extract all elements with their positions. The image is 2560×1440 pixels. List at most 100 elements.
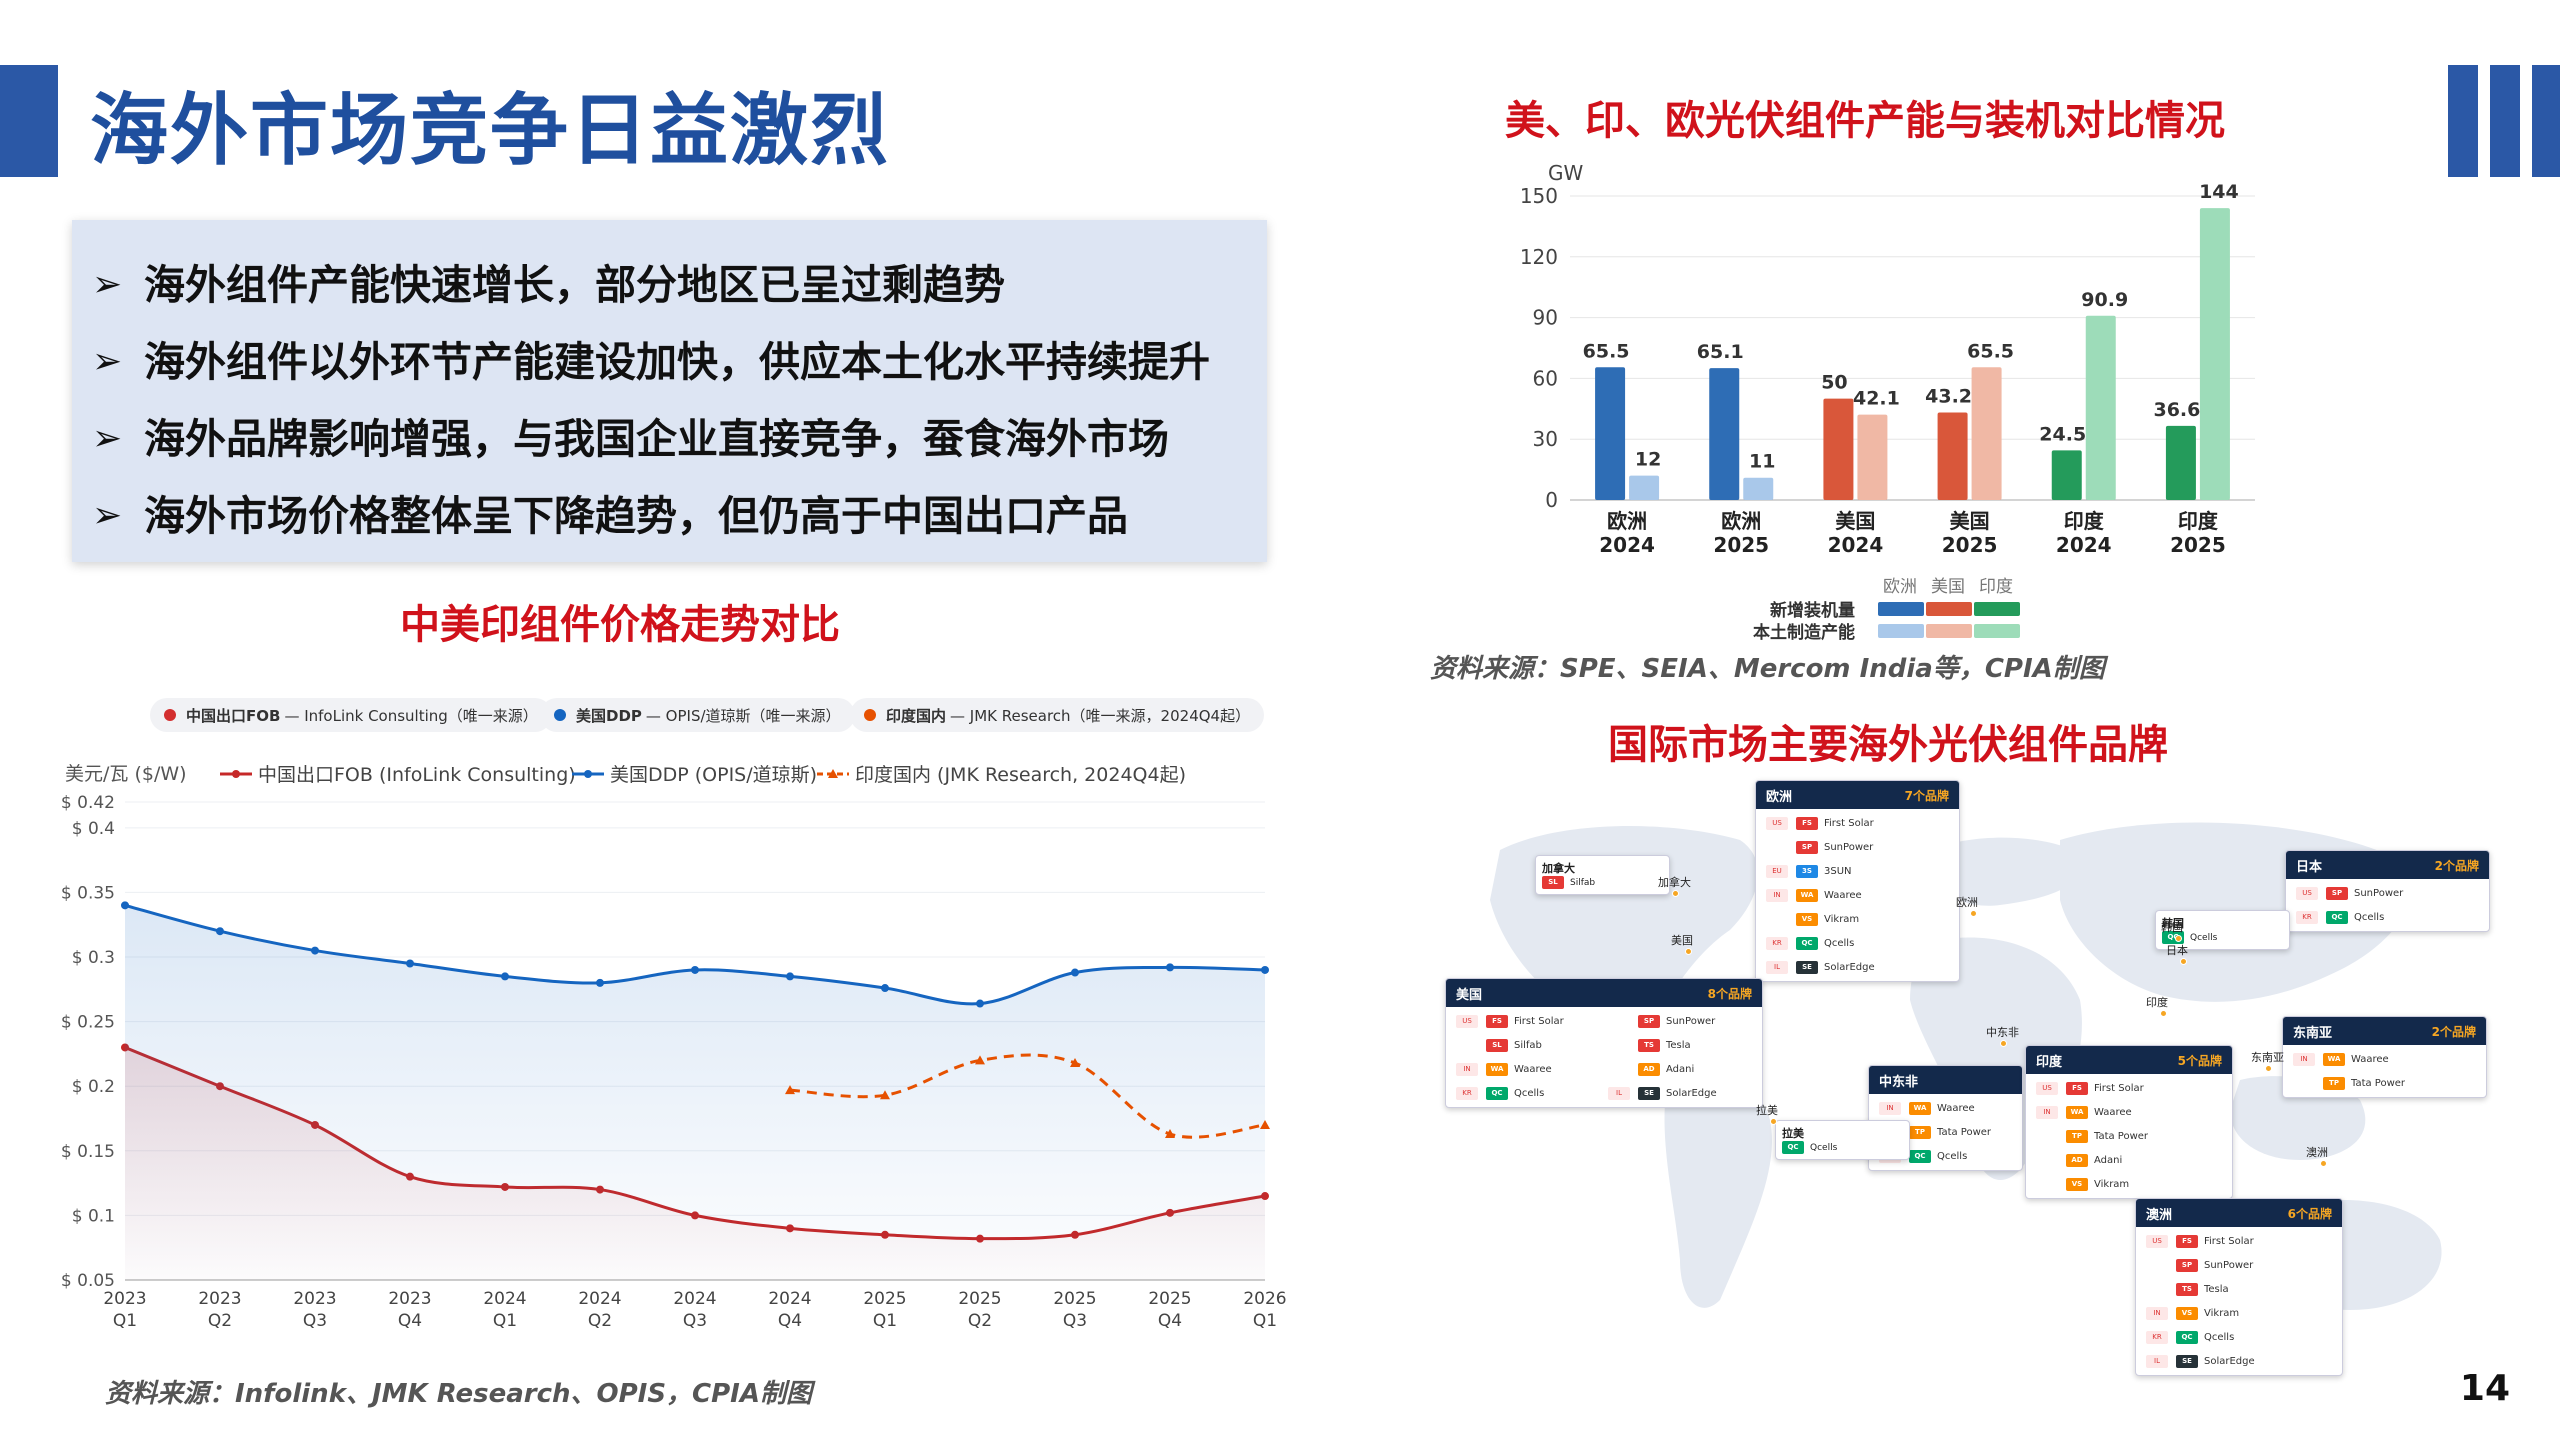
- x-tick-label-quarter: Q2: [208, 1311, 232, 1331]
- brand-card-body: US SP SunPower KR QC Qcells: [2286, 879, 2489, 931]
- y-tick-label: $ 0.15: [61, 1142, 115, 1162]
- legend-dot-icon: [864, 709, 876, 721]
- brand-row: SP SunPower: [1604, 1009, 1756, 1033]
- brand-name: Tata Power: [1937, 1126, 1992, 1138]
- brand-name: Qcells: [1514, 1087, 1545, 1099]
- bar-value-label: 144: [2199, 181, 2239, 203]
- x-tick-label-year: 2024: [1828, 533, 1884, 557]
- bar: [1937, 412, 1968, 500]
- x-tick-label-quarter: Q3: [683, 1311, 707, 1331]
- brand-card-region: 欧洲: [1766, 789, 1793, 805]
- bar: [1971, 367, 2002, 500]
- y-tick-label: 90: [1533, 306, 1558, 330]
- key-point-2: ➢ 海外组件以外环节产能建设加快，供应本土化水平持续提升: [92, 327, 1267, 404]
- brand-logo-icon: QC: [2326, 910, 2348, 924]
- country-code: [2293, 1077, 2315, 1090]
- country-code: US: [2036, 1081, 2058, 1095]
- y-axis-label: GW: [1548, 161, 1583, 185]
- brand-row: KR QC Qcells: [2136, 1325, 2342, 1349]
- brand-row: TS Tesla: [2136, 1277, 2342, 1301]
- x-tick-label-quarter: Q3: [1063, 1311, 1087, 1331]
- small-card-region: 韩国: [2162, 917, 2184, 930]
- brand-row: US FS First Solar: [1452, 1009, 1604, 1033]
- map-pin-label: 拉美: [1756, 1104, 1778, 1117]
- brand-logo-icon: TS: [2176, 1282, 2198, 1296]
- country-code: IN: [1879, 1101, 1901, 1115]
- brand-name: Silfab: [1570, 877, 1596, 888]
- bar-value-label: 65.5: [1967, 340, 2014, 362]
- legend-marker: [584, 770, 592, 778]
- brand-name: Silfab: [1514, 1039, 1542, 1051]
- bar-value-label: 43.2: [1925, 385, 1972, 407]
- country-code: [2146, 1259, 2168, 1272]
- brand-name: SolarEdge: [1666, 1087, 1717, 1099]
- brand-logo-icon: FS: [2176, 1234, 2198, 1248]
- data-point: [596, 978, 604, 987]
- x-tick-label-year: 2024: [483, 1289, 526, 1309]
- x-tick-label-year: 2025: [2170, 533, 2226, 557]
- small-card-brand: QC Qcells: [1782, 1141, 1903, 1154]
- bar: [2165, 425, 2196, 500]
- brand-row: US FS First Solar: [1756, 811, 1959, 835]
- bar: [1709, 368, 1740, 500]
- brand-row: IN WA Waaree: [2283, 1047, 2486, 1071]
- country-code: [1608, 1039, 1630, 1052]
- brand-logo-icon: SE: [1638, 1086, 1660, 1100]
- brand-card-body: US FS First Solar SP SunPower SL Silfab TS Tesla…: [1446, 1007, 1762, 1107]
- x-tick-label-year: 2024: [578, 1289, 621, 1309]
- country-code: KR: [2146, 1330, 2168, 1344]
- brand-logo-icon: VS: [2176, 1306, 2198, 1320]
- brand-row: IL SE SolarEdge: [1604, 1081, 1756, 1105]
- country-code: US: [1766, 816, 1788, 830]
- brand-row: IL SE SolarEdge: [2136, 1349, 2342, 1373]
- brand-name: Vikram: [2094, 1178, 2130, 1190]
- map-pin-icon: [2000, 1040, 2007, 1047]
- map-pin-label: 美国: [1671, 934, 1693, 947]
- brand-name: Waaree: [2094, 1106, 2132, 1118]
- bar: [1823, 398, 1854, 500]
- map-pin-icon: [2180, 958, 2187, 965]
- page-number: 14: [2459, 1368, 2510, 1409]
- key-point-4: ➢ 海外市场价格整体呈下降趋势，但仍高于中国出口产品: [92, 481, 1267, 558]
- map-pin-label: 中东非: [1986, 1026, 2019, 1039]
- y-tick-label: $ 0.25: [61, 1013, 115, 1033]
- bar-value-label: 65.1: [1697, 341, 1744, 363]
- brand-logo-icon: FS: [2066, 1081, 2088, 1095]
- x-tick-label-region: 美国: [1835, 509, 1875, 533]
- country-code: [1456, 1039, 1478, 1052]
- y-tick-label: $ 0.42: [61, 793, 115, 813]
- country-code: IL: [2146, 1354, 2168, 1368]
- bar: [1857, 414, 1888, 500]
- brand-name: SunPower: [2354, 887, 2404, 899]
- legend-series-label: 本土制造产能: [1753, 622, 1855, 643]
- brand-card-region: 澳洲: [2146, 1207, 2173, 1223]
- data-point: [881, 984, 889, 993]
- title-accent-bar: [0, 65, 58, 177]
- x-tick-label-year: 2025: [958, 1289, 1001, 1309]
- country-code: [2146, 1283, 2168, 1296]
- data-point: [1071, 968, 1079, 977]
- x-tick-label-year: 2024: [1599, 533, 1655, 557]
- x-tick-label-region: 美国: [1950, 509, 1990, 533]
- brand-card-body: US FS First Solar IN WA Waaree TP Tata Power AD A…: [2026, 1074, 2232, 1198]
- y-tick-label: 0: [1545, 488, 1558, 512]
- country-code: IN: [1456, 1062, 1478, 1076]
- brand-logo-icon: VS: [2066, 1177, 2088, 1191]
- brand-row: SL Silfab: [1452, 1033, 1604, 1057]
- brand-logo-icon: WA: [2066, 1105, 2088, 1119]
- x-tick-label-quarter: Q2: [588, 1311, 612, 1331]
- x-tick-label-year: 2025: [1713, 533, 1769, 557]
- small-card-region: 拉美: [1782, 1127, 1804, 1140]
- brand-logo-icon: WA: [1909, 1101, 1931, 1115]
- brand-name: Tesla: [1666, 1039, 1691, 1051]
- brand-world-map: 欧洲 7个品牌 US FS First Solar SP SunPower EU 3S 3SUN I…: [1440, 780, 2520, 1376]
- x-tick-label-quarter: Q2: [968, 1311, 992, 1331]
- brand-row: SP SunPower: [2136, 1253, 2342, 1277]
- bar-value-label: 65.5: [1583, 340, 1630, 362]
- brand-name: First Solar: [1824, 817, 1874, 829]
- brand-map-title: 国际市场主要海外光伏组件品牌: [1608, 722, 2168, 768]
- brand-logo-icon: SL: [1486, 1038, 1508, 1052]
- country-code: KR: [2296, 910, 2318, 924]
- bar-value-label: 50: [1821, 372, 1847, 394]
- y-tick-label: 60: [1533, 366, 1558, 390]
